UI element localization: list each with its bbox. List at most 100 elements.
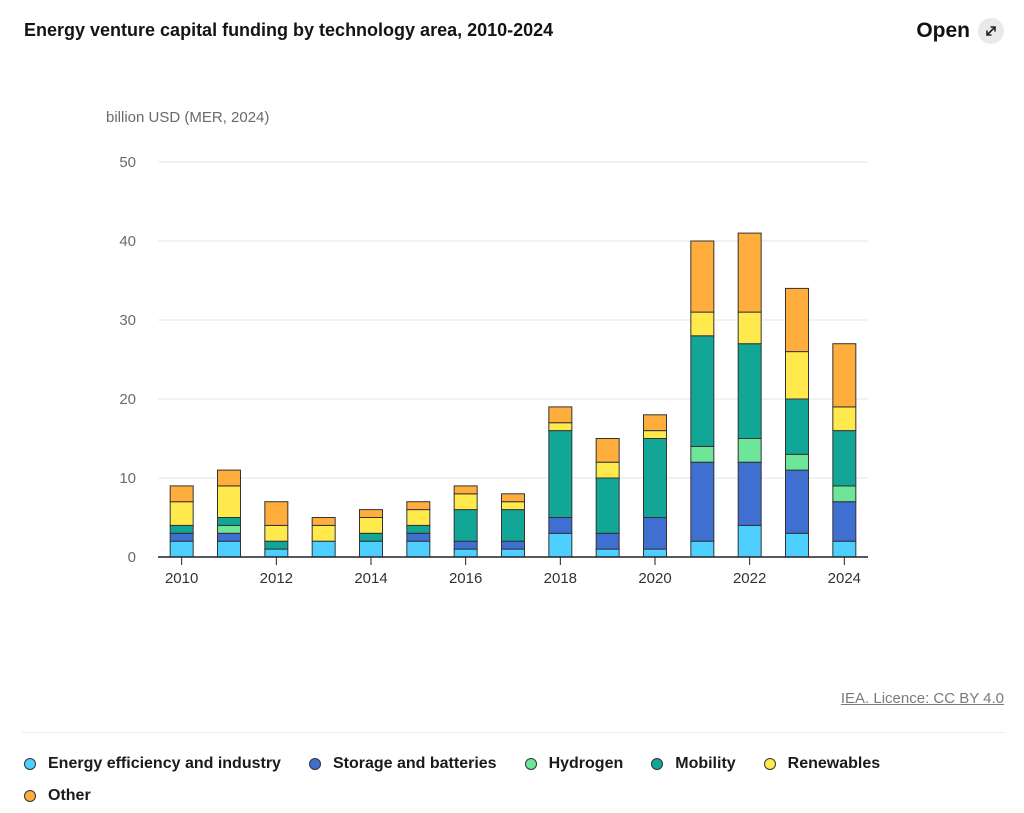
bar-segment-storage-and-batteries-2024[interactable]	[832, 501, 857, 542]
y-tick-label: 30	[119, 312, 136, 329]
bar-segment-energy-efficiency-and-industry-2022[interactable]	[737, 524, 762, 558]
bar-segment-renewables-2012[interactable]	[264, 524, 289, 542]
bar-segment-renewables-2023[interactable]	[785, 351, 809, 400]
bar-segment-energy-efficiency-and-industry-2012[interactable]	[264, 548, 289, 558]
bar-segment-mobility-2021[interactable]	[690, 335, 715, 447]
bar-segment-mobility-2012[interactable]	[264, 540, 289, 550]
bar-segment-hydrogen-2021[interactable]	[690, 445, 715, 463]
bar-segment-renewables-2015[interactable]	[406, 509, 431, 526]
y-axis-unit-label: billion USD (MER, 2024)	[106, 109, 269, 126]
bar-segment-other-2016[interactable]	[453, 485, 478, 495]
x-axis: 2010 2012 2014 2016 2018 2020 2022 2024	[158, 556, 868, 587]
bar-segment-other-2020[interactable]	[643, 414, 667, 432]
bar-segment-renewables-2020[interactable]	[643, 430, 667, 440]
legend-label: Mobility	[675, 755, 736, 772]
legend-item-storage-and-batteries[interactable]: Storage and batteries	[308, 754, 497, 774]
bar-segment-other-2018[interactable]	[548, 406, 573, 424]
bar-segment-other-2015[interactable]	[406, 501, 431, 511]
bar-segment-mobility-2017[interactable]	[501, 509, 525, 542]
bar-segment-renewables-2022[interactable]	[737, 311, 762, 345]
bar-segment-energy-efficiency-and-industry-2021[interactable]	[690, 540, 715, 558]
bar-segment-renewables-2016[interactable]	[453, 493, 478, 511]
bar-segment-renewables-2014[interactable]	[359, 517, 383, 534]
bar-segment-storage-and-batteries-2021[interactable]	[690, 461, 715, 542]
bar-segment-renewables-2024[interactable]	[832, 406, 857, 432]
chart-title: Energy venture capital funding by techno…	[24, 20, 554, 40]
bar-segment-mobility-2016[interactable]	[453, 509, 478, 542]
bar-segment-energy-efficiency-and-industry-2013[interactable]	[311, 540, 336, 558]
bar-segment-energy-efficiency-and-industry-2011[interactable]	[217, 540, 241, 558]
open-button[interactable]: Open	[916, 18, 1004, 44]
legend-swatch-icon	[524, 758, 537, 770]
licence-link[interactable]: IEA. Licence: CC BY 4.0	[840, 690, 1004, 707]
bar-stack-2019	[595, 438, 620, 558]
bar-segment-renewables-2018[interactable]	[548, 422, 573, 432]
bar-segment-other-2010[interactable]	[169, 485, 194, 503]
bar-segment-storage-and-batteries-2020[interactable]	[643, 517, 667, 550]
bar-segment-renewables-2011[interactable]	[217, 485, 241, 518]
bar-segment-storage-and-batteries-2022[interactable]	[737, 461, 762, 526]
bar-stack-2015	[406, 501, 431, 558]
legend-item-mobility[interactable]: Mobility	[651, 754, 736, 774]
y-tick-label: 40	[119, 233, 136, 250]
bar-segment-storage-and-batteries-2019[interactable]	[595, 532, 620, 550]
legend-item-renewables[interactable]: Renewables	[763, 754, 881, 774]
bar-segment-energy-efficiency-and-industry-2023[interactable]	[785, 532, 809, 558]
bar-segment-mobility-2019[interactable]	[595, 477, 620, 534]
bar-segment-hydrogen-2022[interactable]	[737, 438, 762, 463]
bar-segment-energy-efficiency-and-industry-2020[interactable]	[643, 548, 667, 558]
bar-segment-storage-and-batteries-2011[interactable]	[217, 532, 241, 542]
bar-segment-storage-and-batteries-2017[interactable]	[501, 540, 525, 550]
bar-segment-hydrogen-2024[interactable]	[832, 485, 857, 503]
bar-segment-storage-and-batteries-2016[interactable]	[453, 540, 478, 550]
bar-segment-mobility-2023[interactable]	[785, 398, 809, 455]
bar-segment-renewables-2019[interactable]	[595, 461, 620, 479]
bar-segment-other-2012[interactable]	[264, 501, 289, 526]
bar-segment-energy-efficiency-and-industry-2024[interactable]	[832, 540, 857, 558]
bar-segment-other-2011[interactable]	[217, 469, 241, 487]
bar-segment-renewables-2021[interactable]	[690, 311, 715, 337]
bar-segment-other-2013[interactable]	[311, 517, 336, 526]
bar-segment-other-2021[interactable]	[690, 240, 715, 313]
bar-segment-other-2014[interactable]	[359, 509, 383, 519]
bar-segment-storage-and-batteries-2018[interactable]	[548, 517, 573, 534]
bar-segment-other-2023[interactable]	[785, 287, 809, 353]
bar-segment-renewables-2010[interactable]	[169, 501, 194, 526]
bar-segment-energy-efficiency-and-industry-2016[interactable]	[453, 548, 478, 558]
bar-segment-mobility-2015[interactable]	[406, 524, 431, 534]
legend-item-hydrogen[interactable]: Hydrogen	[524, 754, 623, 774]
bar-segment-mobility-2020[interactable]	[643, 438, 667, 518]
bar-segment-mobility-2011[interactable]	[217, 517, 241, 526]
bar-segment-hydrogen-2023[interactable]	[785, 453, 809, 471]
bar-segment-other-2019[interactable]	[595, 438, 620, 463]
bar-segment-storage-and-batteries-2023[interactable]	[785, 469, 809, 534]
bar-segment-mobility-2014[interactable]	[359, 532, 383, 542]
bar-segment-mobility-2010[interactable]	[169, 524, 194, 534]
legend-swatch-icon	[763, 758, 776, 770]
bar-segment-energy-efficiency-and-industry-2014[interactable]	[359, 540, 383, 558]
bar-segment-storage-and-batteries-2010[interactable]	[169, 532, 194, 542]
bar-segment-mobility-2018[interactable]	[548, 430, 573, 519]
bar-segment-energy-efficiency-and-industry-2015[interactable]	[406, 540, 431, 558]
bar-segment-hydrogen-2011[interactable]	[217, 524, 241, 534]
legend-item-other[interactable]: Other	[24, 786, 91, 806]
bar-segment-energy-efficiency-and-industry-2017[interactable]	[501, 548, 525, 558]
bar-segment-energy-efficiency-and-industry-2018[interactable]	[548, 532, 573, 558]
bar-segment-mobility-2022[interactable]	[737, 343, 762, 440]
bar-segment-mobility-2024[interactable]	[832, 430, 857, 487]
legend-swatch-icon	[308, 758, 321, 770]
bar-segment-other-2017[interactable]	[501, 493, 525, 503]
bar-segment-renewables-2013[interactable]	[311, 524, 336, 542]
bar-stack-2022	[737, 232, 762, 558]
legend-item-energy-efficiency-and-industry[interactable]: Energy efficiency and industry	[24, 754, 281, 774]
legend-label: Other	[48, 787, 91, 804]
bar-stack-2013	[311, 517, 336, 558]
bar-segment-energy-efficiency-and-industry-2019[interactable]	[595, 548, 620, 558]
bar-segment-renewables-2017[interactable]	[501, 501, 525, 511]
bar-segment-storage-and-batteries-2015[interactable]	[406, 532, 431, 542]
x-tick-label: 2012	[260, 570, 293, 587]
legend-label: Renewables	[787, 755, 881, 772]
bar-segment-other-2022[interactable]	[737, 232, 762, 313]
bar-segment-energy-efficiency-and-industry-2010[interactable]	[169, 540, 194, 558]
bar-segment-other-2024[interactable]	[832, 343, 857, 408]
